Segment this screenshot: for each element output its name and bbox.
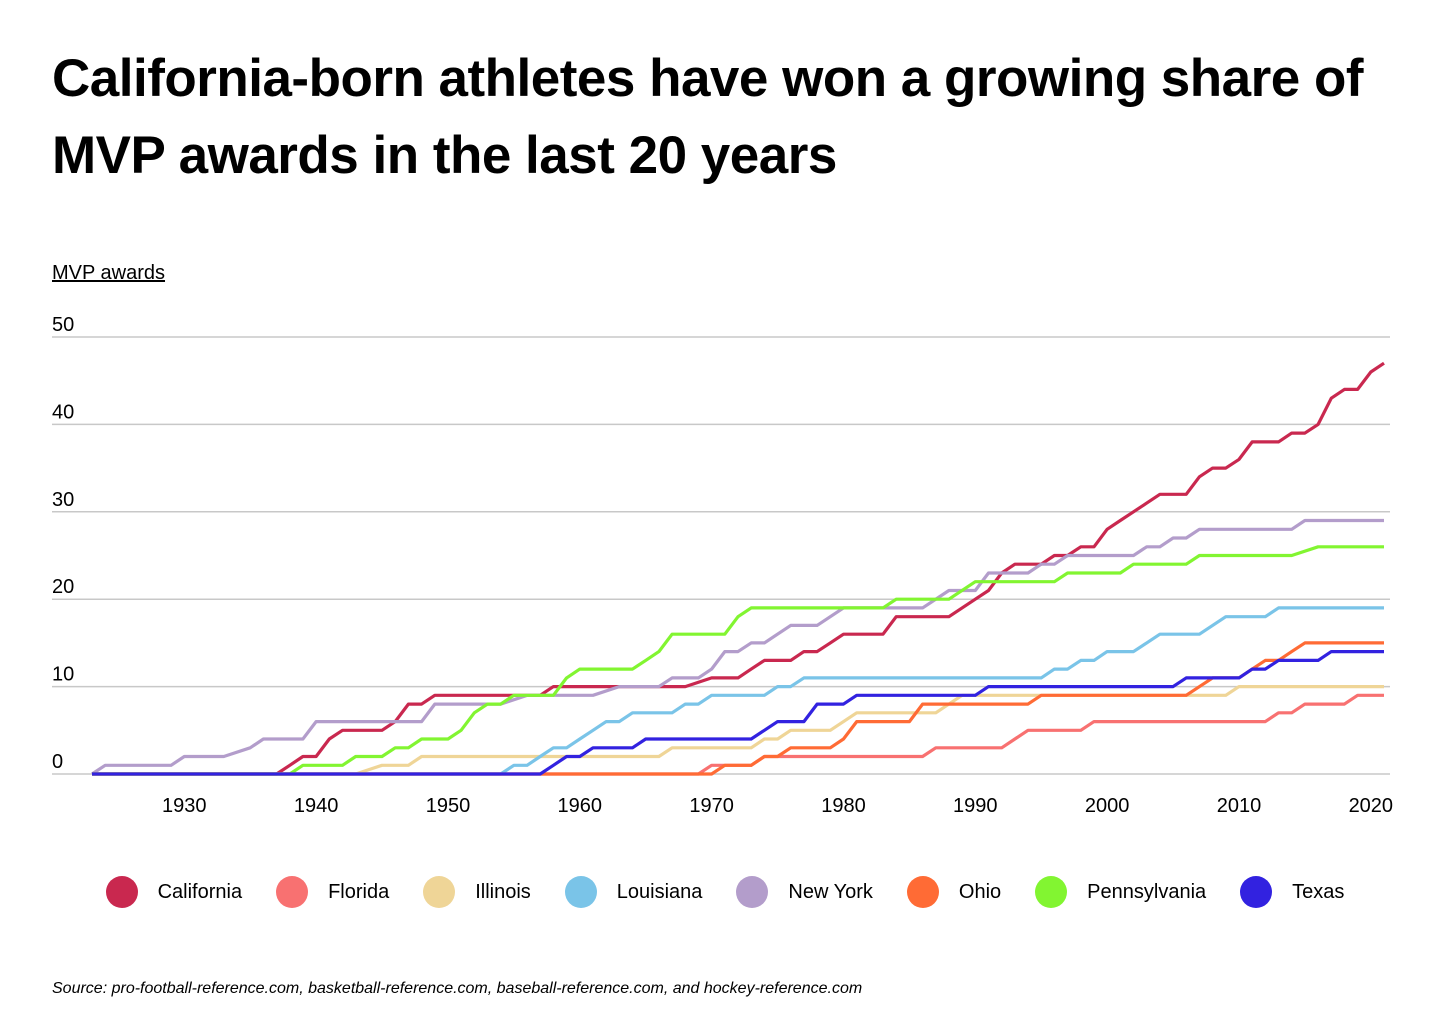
x-tick-label: 2010 (1217, 795, 1262, 817)
x-tick-label: 2000 (1085, 795, 1130, 817)
y-tick-label: 10 (52, 664, 74, 686)
x-tick-label: 1930 (162, 795, 207, 817)
legend-item-texas: Texas (1240, 876, 1344, 908)
legend-label: Louisiana (616, 880, 703, 903)
legend-swatch (1240, 876, 1273, 908)
legend-label: Florida (328, 880, 390, 903)
x-tick-label: 1980 (821, 795, 866, 817)
legend-item-florida: Florida (276, 876, 389, 908)
legend-item-pennsylvania: Pennsylvania (1035, 876, 1206, 908)
series-line-illinois (92, 685, 1384, 776)
source-note: Source: pro-football-reference.com, bask… (52, 980, 863, 997)
legend-item-ohio: Ohio (906, 876, 1002, 908)
series-line-louisiana (92, 606, 1384, 776)
legend-label: New York (788, 880, 873, 903)
legend-item-illinois: Illinois (423, 876, 531, 908)
legend: California Florida Illinois Louisiana New Yo… (0, 876, 1450, 908)
series-line-new-york (91, 518, 1384, 776)
legend-label: Ohio (958, 880, 1002, 903)
legend-label: California (157, 880, 243, 903)
x-tick-label: 1970 (689, 795, 734, 817)
legend-swatch (564, 876, 597, 908)
x-tick-label: 2020 (1349, 795, 1394, 817)
legend-label: Illinois (475, 880, 531, 903)
y-tick-label: 20 (52, 576, 74, 598)
legend-swatch (1035, 876, 1068, 908)
series-line-pennsylvania (92, 545, 1384, 776)
legend-swatch (105, 876, 138, 908)
y-tick-label: 0 (52, 751, 63, 773)
line-chart: 0 10 20 30 40 50 1930 1940 1950 1960 1970 1980 1990 2… (52, 314, 1394, 817)
legend-swatch (736, 876, 769, 908)
series-line-florida (92, 693, 1384, 776)
legend-item-new-york: New York (736, 876, 873, 908)
legend-item-california: California (105, 876, 243, 908)
y-tick-label: 40 (52, 401, 74, 423)
series-line-texas (92, 650, 1384, 776)
x-tick-label: 1950 (426, 795, 471, 817)
y-tick-label: 30 (52, 489, 74, 511)
y-tick-label: 50 (52, 314, 74, 336)
legend-swatch (906, 876, 939, 908)
x-tick-label: 1940 (294, 795, 339, 817)
series-line-ohio (92, 641, 1384, 776)
x-tick-label: 1990 (953, 795, 998, 817)
legend-label: Texas (1292, 880, 1345, 903)
y-axis-label: MVP awards (52, 262, 166, 284)
legend-label: Pennsylvania (1087, 880, 1207, 903)
legend-item-louisiana: Louisiana (564, 876, 703, 908)
x-tick-label: 1960 (558, 795, 603, 817)
legend-swatch (423, 876, 456, 908)
series-line-california (92, 361, 1385, 776)
legend-swatch (276, 876, 309, 908)
chart-title: California-born athletes have won a grow… (52, 49, 1363, 185)
